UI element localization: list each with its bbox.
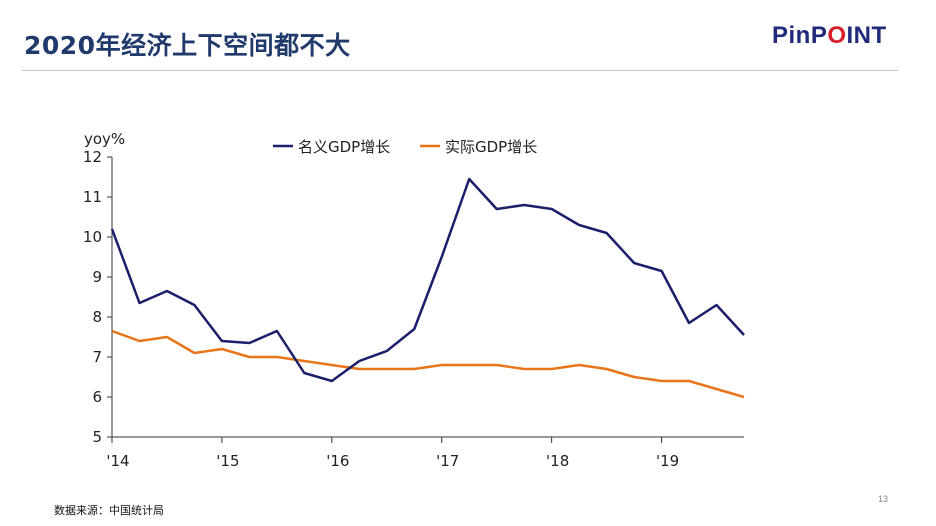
x-tick-label: '18 bbox=[546, 452, 569, 470]
y-axis-label: yoy% bbox=[84, 130, 125, 148]
slide-title: 2020年经济上下空间都不大 bbox=[24, 31, 351, 60]
logo-text-prefix: PinP bbox=[772, 22, 828, 49]
title-divider bbox=[22, 70, 898, 71]
y-tick-label: 5 bbox=[92, 428, 102, 446]
x-tick-label: '19 bbox=[656, 452, 679, 470]
y-tick-label: 9 bbox=[92, 268, 102, 286]
page-number: 13 bbox=[878, 494, 889, 504]
x-tick-label: '14 bbox=[106, 452, 129, 470]
y-tick-label: 12 bbox=[83, 148, 102, 166]
legend-label-1: 实际GDP增长 bbox=[445, 138, 537, 156]
y-tick-label: 11 bbox=[83, 188, 102, 206]
x-tick-label: '17 bbox=[436, 452, 459, 470]
x-tick-label: '16 bbox=[326, 452, 349, 470]
series-line-0 bbox=[110, 177, 745, 383]
chart-legend: 名义GDP增长 实际GDP增长 bbox=[273, 138, 537, 156]
legend-label-0: 名义GDP增长 bbox=[298, 138, 390, 156]
y-tick-label: 10 bbox=[83, 228, 102, 246]
logo-text-suffix: INT bbox=[846, 22, 887, 49]
y-tick-label: 8 bbox=[92, 308, 102, 326]
x-tick-label: '15 bbox=[216, 452, 239, 470]
logo-text-o: O bbox=[827, 22, 847, 49]
pinpoint-logo: PinPOINT bbox=[772, 22, 887, 50]
chart-series bbox=[110, 177, 745, 399]
y-tick-label: 7 bbox=[92, 348, 102, 366]
data-source-note: 数据来源：中国统计局 bbox=[54, 504, 164, 517]
series-line-1 bbox=[111, 329, 745, 399]
y-tick-label: 6 bbox=[92, 388, 102, 406]
